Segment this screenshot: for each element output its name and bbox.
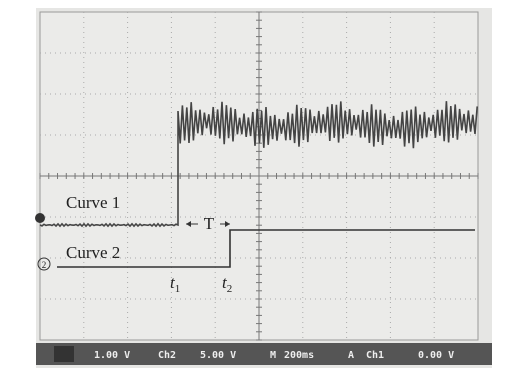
timebase: 200ms [284,350,314,361]
curve2-label: Curve 2 [66,243,120,262]
trigger-level: 0.00 V [418,350,454,361]
t2-sub: 2 [227,283,233,295]
oscilloscope-screen: 2 Curve 1 Curve 2 T t1 t2 1.00 V Ch2 5.0… [0,0,514,377]
timebase-icon: M [270,350,276,361]
curve1-label: Curve 1 [66,193,120,212]
t1-sub: 1 [175,283,181,295]
ch1-scale: 1.00 V [94,350,130,361]
ch1-indicator [54,346,74,362]
ch2-name: Ch2 [158,350,176,361]
interval-label: T [204,214,215,233]
channel1-marker [35,213,45,223]
trigger-source: Ch1 [366,350,384,361]
ch2-scale: 5.00 V [200,350,236,361]
trigger-icon: A [348,350,354,361]
channel2-marker: 2 [42,260,47,270]
page: {"screen": { "curve1_label": "Curve 1", … [0,0,514,377]
